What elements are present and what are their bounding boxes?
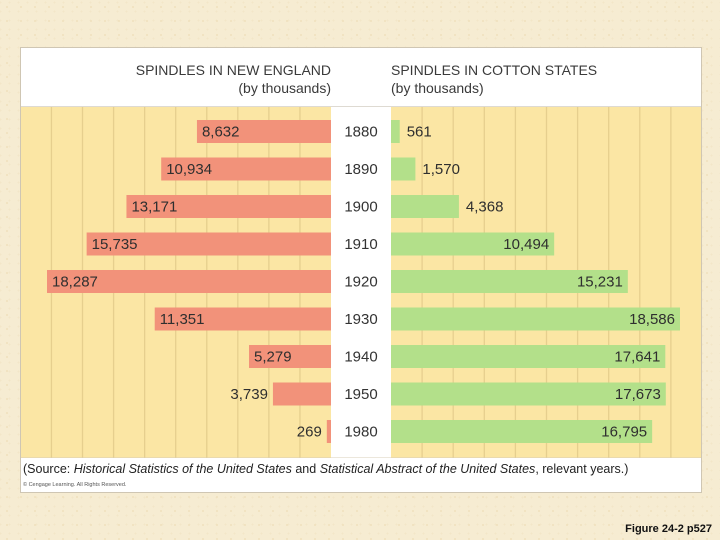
cotton-states-header: SPINDLES IN COTTON STATES	[391, 62, 597, 78]
new-england-bar	[126, 195, 331, 218]
source-suffix: , relevant years.)	[535, 462, 629, 476]
new-england-value-label: 269	[297, 424, 322, 441]
cotton-states-value-label: 4,368	[466, 199, 504, 216]
cotton-states-value-label: 17,673	[615, 386, 661, 403]
new-england-value-label: 5,279	[254, 349, 292, 366]
cotton-states-bar	[391, 382, 666, 406]
new-england-bar	[161, 157, 331, 181]
year-label: 1920	[344, 274, 377, 291]
new-england-value-label: 8,632	[202, 124, 240, 141]
new-england-bar	[47, 270, 331, 293]
cotton-states-bar	[391, 195, 459, 218]
year-label: 1880	[344, 124, 377, 141]
new-england-value-label: 3,739	[230, 386, 268, 403]
cotton-states-bar	[391, 345, 666, 368]
source-conjunction: and	[291, 462, 320, 476]
new-england-header: SPINDLES IN NEW ENGLAND	[136, 62, 331, 78]
cotton-states-value-label: 1,570	[422, 161, 460, 178]
cotton-states-bar	[391, 232, 555, 256]
cotton-states-bar	[391, 270, 628, 293]
new-england-bar	[326, 420, 331, 443]
new-england-value-label: 10,934	[166, 161, 212, 178]
new-england-bar	[249, 345, 331, 368]
year-label: 1950	[344, 386, 377, 403]
source-prefix: (Source:	[23, 462, 74, 476]
new-england-value-label: 18,287	[52, 274, 98, 291]
cotton-states-bar	[391, 120, 400, 143]
year-label: 1930	[344, 311, 377, 328]
source-title-statistical-abstract: Statistical Abstract of the United State…	[319, 462, 536, 476]
cotton-states-value-label: 561	[407, 124, 432, 141]
spindles-chart: SPINDLES IN NEW ENGLAND (by thousands) SPI…	[21, 48, 701, 458]
source-title-historical-statistics: Historical Statistics of the United Stat…	[73, 462, 292, 476]
chart-header-background	[21, 48, 701, 107]
new-england-bar	[154, 307, 331, 331]
cotton-states-subheader: (by thousands)	[391, 80, 484, 96]
year-label: 1890	[344, 161, 377, 178]
year-label: 1910	[344, 236, 377, 253]
cotton-states-value-label: 10,494	[503, 236, 549, 253]
cotton-states-value-label: 15,231	[577, 274, 623, 291]
cotton-states-bar	[391, 307, 680, 331]
cotton-states-bar	[391, 157, 416, 181]
new-england-value-label: 13,171	[131, 199, 177, 216]
cotton-states-bar	[391, 420, 653, 443]
new-england-bar	[272, 382, 331, 406]
year-label: 1900	[344, 199, 377, 216]
year-band	[331, 107, 391, 458]
new-england-bar	[86, 232, 331, 256]
new-england-value-label: 11,351	[160, 311, 205, 328]
year-label: 1940	[344, 349, 377, 366]
new-england-bar	[196, 120, 331, 143]
chart-figure: SPINDLES IN NEW ENGLAND (by thousands) SPI…	[20, 47, 702, 493]
new-england-subheader: (by thousands)	[238, 80, 331, 96]
source-note: (Source: Historical Statistics of the Un…	[23, 462, 628, 476]
copyright-notice: © Cengage Learning. All Rights Reserved.	[23, 482, 127, 488]
figure-caption: Figure 24-2 p527	[625, 523, 712, 535]
new-england-value-label: 15,735	[92, 236, 138, 253]
cotton-states-value-label: 17,641	[614, 349, 660, 366]
cotton-states-value-label: 16,795	[601, 424, 647, 441]
year-label: 1980	[344, 424, 377, 441]
cotton-states-value-label: 18,586	[629, 311, 675, 328]
